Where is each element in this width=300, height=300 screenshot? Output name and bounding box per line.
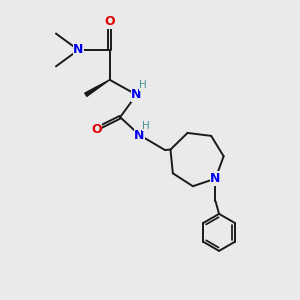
Text: N: N bbox=[210, 172, 221, 185]
Text: H: H bbox=[142, 121, 150, 130]
Text: O: O bbox=[91, 123, 102, 136]
Text: N: N bbox=[131, 88, 142, 101]
Text: N: N bbox=[134, 129, 145, 142]
Text: N: N bbox=[73, 44, 83, 56]
Text: O: O bbox=[104, 15, 115, 28]
Text: H: H bbox=[139, 80, 147, 90]
Polygon shape bbox=[85, 80, 110, 96]
